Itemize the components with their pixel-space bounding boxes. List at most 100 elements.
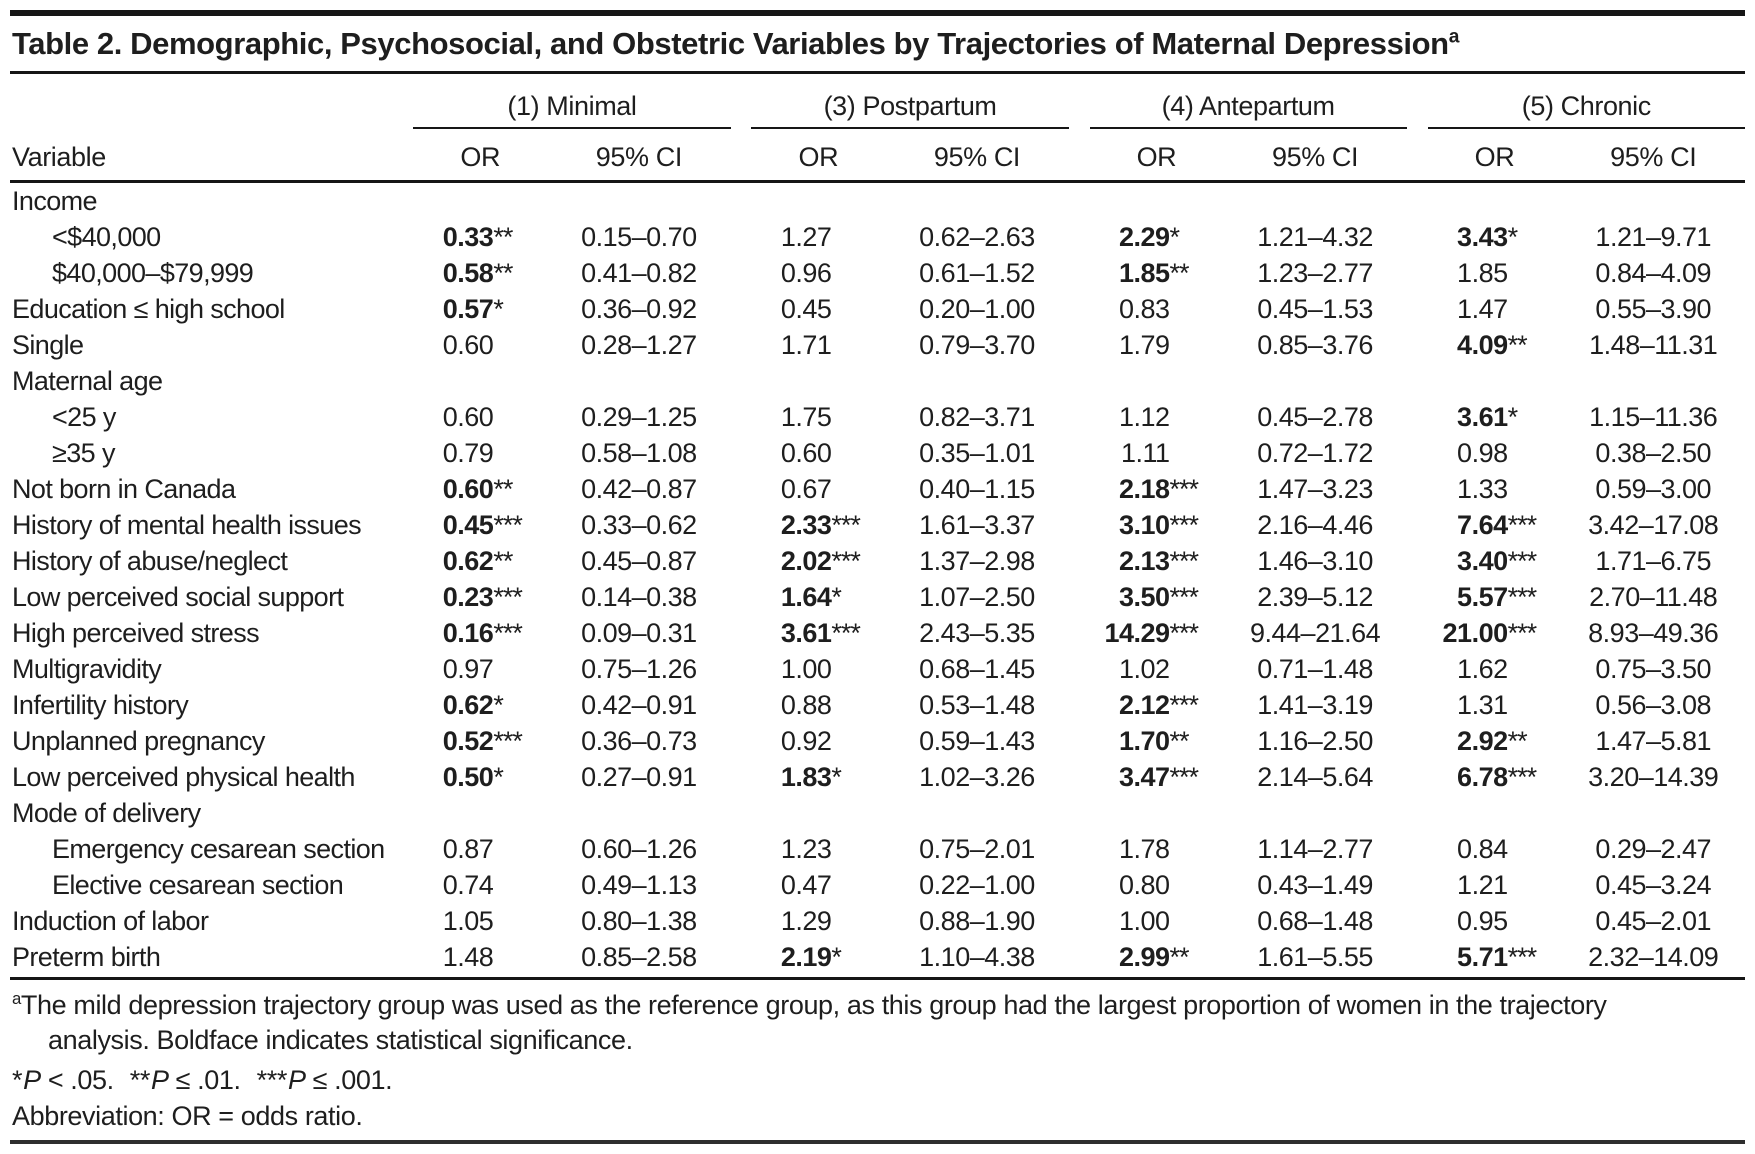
group-spacer: [1407, 903, 1428, 939]
or-value: 2.18***: [1118, 473, 1199, 504]
row-label: <25 y: [52, 401, 116, 432]
bottom-rule: [10, 1140, 1745, 1145]
group-spacer: [1069, 219, 1090, 255]
or-value: 0.87: [442, 833, 494, 864]
ci-value: 0.29–2.47: [1595, 833, 1712, 864]
group-header-blank: [10, 76, 413, 128]
ci-value: 0.45–3.24: [1595, 869, 1712, 900]
table-row: <25 y 0.60 0.29–1.25 1.75 0.82–3.71 1.12 0.45–…: [10, 399, 1745, 435]
or-value: 21.00***: [1442, 617, 1538, 648]
ci-value: 0.58–1.08: [581, 437, 697, 468]
group-spacer: [731, 255, 752, 291]
ci-value: 0.85–3.76: [1257, 329, 1373, 360]
or-value: 0.57*: [442, 293, 504, 324]
or-value: 0.84: [1457, 833, 1508, 864]
ci-value: 2.14–5.64: [1257, 761, 1373, 792]
ci-value: 0.36–0.92: [581, 293, 697, 324]
ci-value: 0.14–0.38: [581, 581, 697, 612]
group-spacer: [1069, 939, 1090, 975]
ci-value: 1.21–4.32: [1257, 221, 1373, 252]
section-row: Mode of delivery: [10, 795, 1745, 831]
column-header-or: OR: [1474, 142, 1515, 172]
table-row: Low perceived social support 0.23*** 0.14–…: [10, 579, 1745, 615]
group-spacer: [731, 867, 752, 903]
ci-value: 2.43–5.35: [919, 617, 1035, 648]
group-spacer: [731, 507, 752, 543]
or-value: 0.16***: [442, 617, 523, 648]
ci-value: 0.42–0.91: [581, 689, 697, 720]
ci-value: 0.80–1.38: [581, 905, 697, 936]
or-value: 1.27: [780, 221, 832, 252]
ci-value: 0.29–1.25: [581, 401, 697, 432]
group-spacer: [731, 219, 752, 255]
row-label: Education ≤ high school: [12, 293, 285, 324]
or-value: 1.29: [780, 905, 832, 936]
group-spacer: [1069, 399, 1090, 435]
column-header-or: OR: [798, 142, 839, 172]
or-value: 1.85: [1457, 257, 1508, 288]
or-value: 0.60: [442, 401, 494, 432]
group-spacer: [731, 831, 752, 867]
or-value: 1.00: [780, 653, 832, 684]
footnote-a: aThe mild depression trajectory group wa…: [12, 988, 1703, 1058]
or-value: 6.78***: [1457, 761, 1537, 792]
table-row: <$40,000 0.33** 0.15–0.70 1.27 0.62–2.63 2.29…: [10, 219, 1745, 255]
group-spacer: [731, 435, 752, 471]
ci-value: 2.32–14.09: [1588, 941, 1719, 972]
or-value: 1.70**: [1118, 725, 1190, 756]
group-spacer: [731, 327, 752, 363]
ci-value: 0.68–1.45: [919, 653, 1035, 684]
group-header-antepartum: (4) Antepartum: [1089, 76, 1407, 129]
table-title-text: Table 2. Demographic, Psychosocial, and …: [12, 26, 1449, 61]
or-value: 1.78: [1118, 833, 1170, 864]
table-row: High perceived stress 0.16*** 0.09–0.31 3.6…: [10, 615, 1745, 651]
or-value: 0.52***: [442, 725, 523, 756]
group-spacer: [1069, 687, 1090, 723]
footnote-abbreviation: Abbreviation: OR = odds ratio.: [12, 1101, 363, 1132]
ci-value: 0.79–3.70: [919, 329, 1035, 360]
row-label: Not born in Canada: [12, 473, 236, 504]
ci-value: 0.35–1.01: [919, 437, 1035, 468]
or-value: 3.40***: [1457, 545, 1537, 576]
ci-value: 0.45–2.01: [1595, 905, 1712, 936]
group-spacer: [731, 291, 752, 327]
or-value: 5.71***: [1457, 941, 1537, 972]
column-header-row: Variable OR 95% CI OR 95% CI OR 95% CI O…: [10, 128, 1745, 182]
or-value: 1.75: [780, 401, 832, 432]
column-header-ci: 95% CI: [1271, 142, 1359, 172]
or-value: 1.00: [1118, 905, 1170, 936]
ci-value: 1.14–2.77: [1257, 833, 1373, 864]
group-header-minimal: (1) Minimal: [413, 76, 731, 129]
group-spacer: [1069, 76, 1090, 128]
section-row: Income: [10, 182, 1745, 220]
or-value: 2.02***: [780, 545, 861, 576]
or-value: 0.83: [1118, 293, 1170, 324]
row-label: Single: [12, 329, 84, 360]
group-spacer: [731, 651, 752, 687]
or-value: 0.45: [780, 293, 832, 324]
group-spacer: [1069, 867, 1090, 903]
row-label: Maternal age: [12, 365, 163, 396]
ci-value: 0.84–4.09: [1595, 257, 1712, 288]
ci-value: 1.47–5.81: [1595, 725, 1712, 756]
group-spacer: [1069, 543, 1090, 579]
or-value: 0.62**: [442, 545, 514, 576]
row-label: Unplanned pregnancy: [12, 725, 265, 756]
ci-value: 0.53–1.48: [919, 689, 1035, 720]
column-header-or: OR: [460, 142, 501, 172]
or-value: 2.12***: [1118, 689, 1199, 720]
ci-value: 0.55–3.90: [1595, 293, 1712, 324]
group-spacer: [1407, 723, 1428, 759]
row-label: History of mental health issues: [12, 509, 362, 540]
or-value: 0.74: [442, 869, 494, 900]
ci-value: 0.22–1.00: [919, 869, 1035, 900]
table-row: Not born in Canada 0.60** 0.42–0.87 0.67 0.4…: [10, 471, 1745, 507]
ci-value: 0.20–1.00: [919, 293, 1035, 324]
table-title-superscript: a: [1448, 26, 1460, 48]
group-spacer: [731, 579, 752, 615]
or-value: 7.64***: [1457, 509, 1537, 540]
group-spacer: [1069, 723, 1090, 759]
group-spacer: [1069, 471, 1090, 507]
or-value: 0.58**: [442, 257, 514, 288]
